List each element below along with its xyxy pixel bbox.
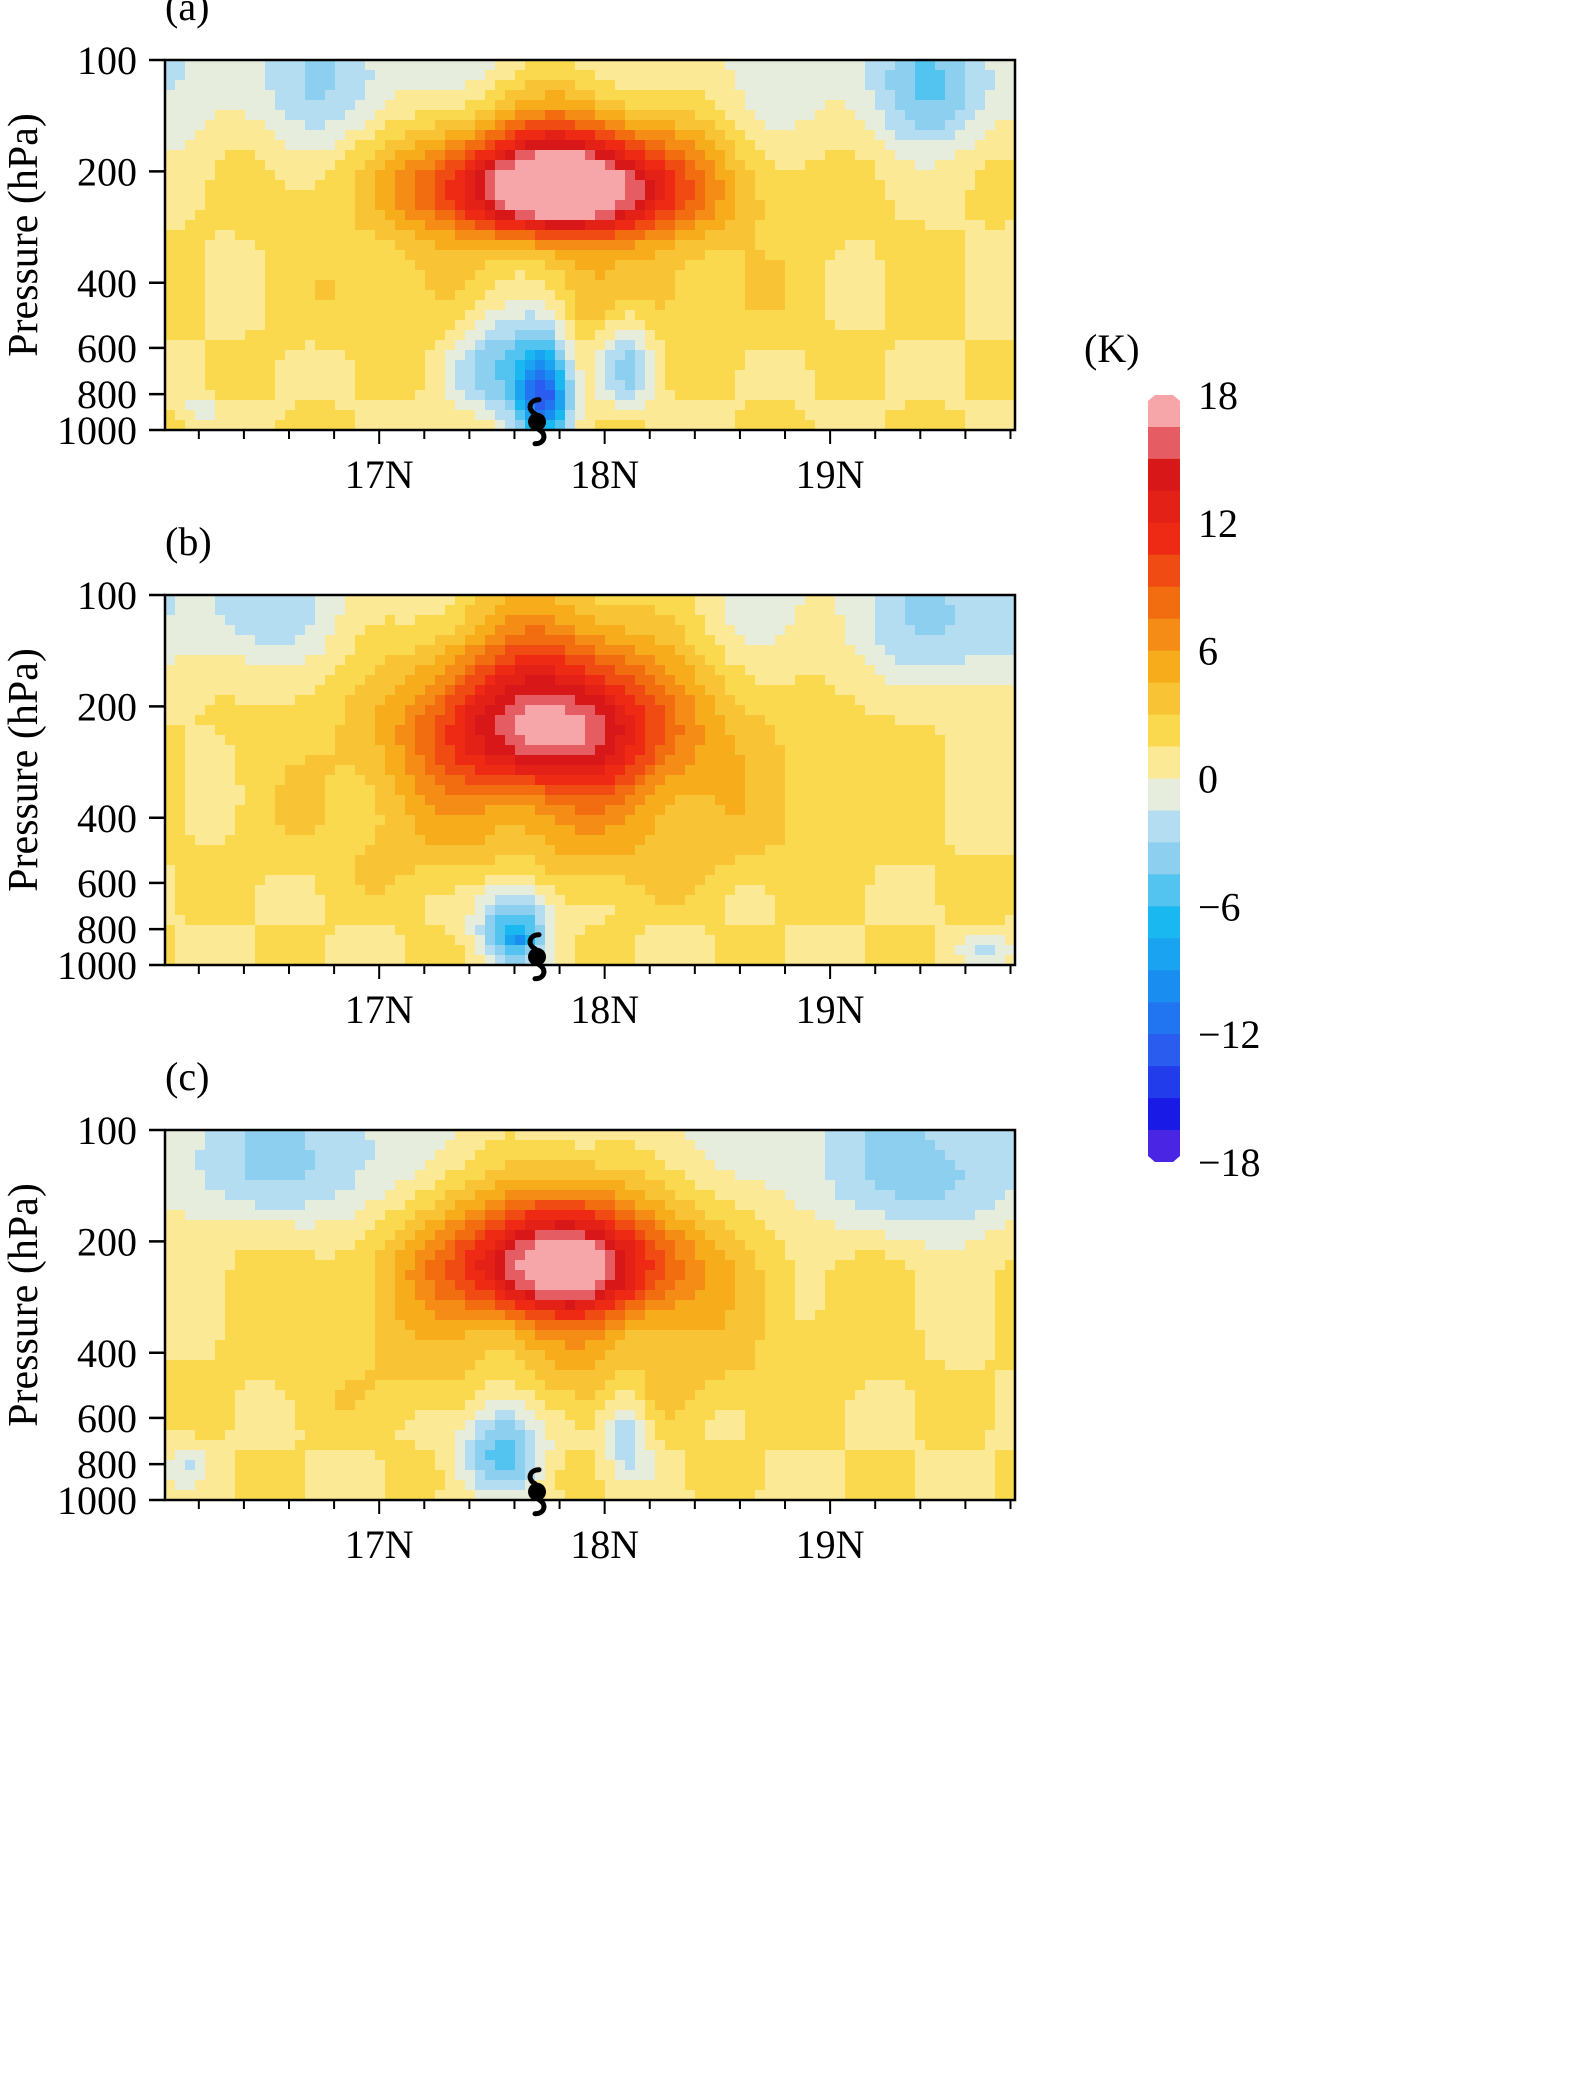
colorbar-segment [1148,938,1180,972]
colorbar-segment [1148,810,1180,844]
plot-frame [163,1128,1017,1502]
x-tick-label: 18N [570,987,639,1032]
colorbar-segment [1148,842,1180,876]
colorbar-segment [1148,554,1180,588]
panel-label: (a) [165,0,209,29]
colorbar-segment [1148,618,1180,652]
x-tick-label: 17N [345,987,414,1032]
y-tick-label: 600 [77,1396,137,1441]
colorbar-segment [1148,522,1180,556]
y-tick-label: 400 [77,1331,137,1376]
x-tick-label: 18N [570,452,639,497]
colorbar-tick-label: 6 [1198,629,1218,674]
colorbar-segment [1148,970,1180,1004]
y-axis-title: Pressure (hPa) [1,113,47,357]
colorbar-segment [1148,1130,1180,1162]
colorbar-segment [1148,906,1180,940]
colorbar-tick-label: 0 [1198,757,1218,802]
colorbar-segment [1148,1098,1180,1131]
y-tick-label: 100 [77,573,137,618]
colorbar-tick-label: −18 [1198,1140,1261,1185]
colorbar-segment [1148,1002,1180,1035]
colorbar-tick-label: −12 [1198,1012,1261,1057]
x-tick-label: 19N [796,1522,865,1567]
y-tick-label: 1000 [57,1478,137,1523]
colorbar-segment [1148,586,1180,620]
y-axis-title: Pressure (hPa) [1,648,47,892]
panel-label: (c) [165,1054,209,1099]
y-tick-label: 600 [77,326,137,371]
y-tick-label: 200 [77,149,137,194]
y-tick-label: 400 [77,261,137,306]
plot-frame [163,593,1017,967]
colorbar-segment [1148,874,1180,908]
y-tick-label: 1000 [57,943,137,988]
y-tick-label: 1000 [57,408,137,453]
colorbar-segment [1148,395,1180,427]
colorbar-segment [1148,650,1180,684]
y-tick-label: 600 [77,861,137,906]
colorbar-tick-label: −6 [1198,884,1241,929]
colorbar-tick-label: 12 [1198,501,1238,546]
x-tick-label: 17N [345,452,414,497]
typhoon-center-icon [527,1467,547,1517]
y-tick-label: 400 [77,796,137,841]
y-tick-label: 800 [77,907,137,952]
y-tick-label: 800 [77,372,137,417]
temperature-anomaly-field [165,595,1015,965]
colorbar-segment [1148,490,1180,524]
x-tick-label: 19N [796,452,865,497]
colorbar: 18 12 6 0 −6 −12 −18 (K) [1084,326,1261,1185]
colorbar-segment [1148,682,1180,716]
x-tick-label: 18N [570,1522,639,1567]
panel-label: (b) [165,519,212,564]
typhoon-center-icon [527,932,547,982]
y-tick-label: 100 [77,1108,137,1153]
colorbar-segment [1148,1066,1180,1099]
y-axis-title: Pressure (hPa) [1,1183,47,1427]
colorbar-segment [1148,778,1180,812]
x-tick-label: 19N [796,987,865,1032]
colorbar-segment [1148,426,1180,460]
colorbar-segment [1148,714,1180,748]
typhoon-center-icon [527,397,547,447]
y-tick-label: 100 [77,38,137,83]
temperature-anomaly-field [165,60,1015,430]
colorbar-unit: (K) [1084,326,1140,371]
y-tick-label: 800 [77,1442,137,1487]
colorbar-tick-label: 18 [1198,373,1238,418]
y-tick-label: 200 [77,684,137,729]
colorbar-segment [1148,1034,1180,1067]
x-tick-label: 17N [345,1522,414,1567]
y-tick-label: 200 [77,1219,137,1264]
colorbar-segment [1148,458,1180,492]
plot-frame [163,58,1017,432]
colorbar-segment [1148,746,1180,780]
temperature-anomaly-field [165,1130,1015,1500]
